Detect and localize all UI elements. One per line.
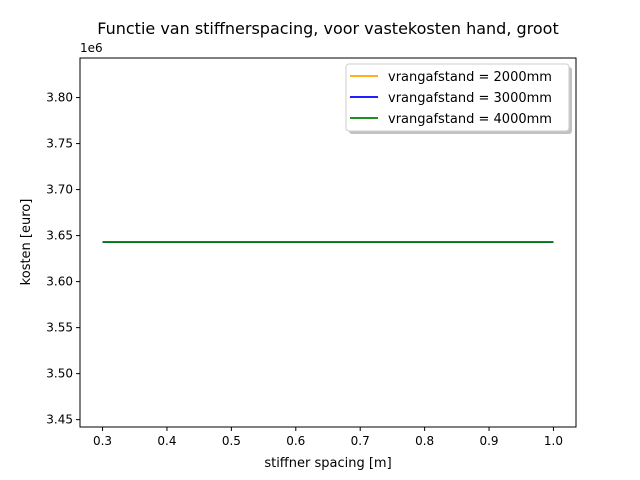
x-axis-ticks: 0.3 0.4 0.5 0.6 0.7 0.8 0.9 1.0 — [93, 427, 563, 448]
chart-title: Functie van stiffnerspacing, voor vastek… — [97, 19, 558, 38]
y-tick-label: 3.55 — [46, 321, 73, 335]
x-tick-label: 0.5 — [222, 434, 241, 448]
x-axis-label: stiffner spacing [m] — [264, 456, 391, 471]
y-tick-label: 3.80 — [46, 91, 73, 105]
legend-label: vrangafstand = 2000mm — [388, 70, 552, 85]
y-tick-label: 3.50 — [46, 367, 73, 381]
plot-area-frame — [79, 57, 577, 428]
x-tick-label: 0.7 — [351, 434, 370, 448]
x-tick-label: 1.0 — [544, 434, 563, 448]
y-axis-ticks: 3.45 3.50 3.55 3.60 3.65 3.70 3.75 3.80 — [46, 91, 80, 427]
x-tick-label: 0.9 — [479, 434, 498, 448]
x-tick-label: 0.8 — [415, 434, 434, 448]
legend: vrangafstand = 2000mm vrangafstand = 3000… — [345, 63, 572, 134]
legend-label: vrangafstand = 3000mm — [388, 91, 552, 106]
y-tick-label: 3.65 — [46, 229, 73, 243]
y-tick-label: 3.70 — [46, 183, 73, 197]
y-axis-multiplier: 1e6 — [80, 41, 103, 55]
legend-box — [345, 63, 570, 132]
x-tick-label: 0.6 — [286, 434, 305, 448]
x-tick-label: 0.3 — [93, 434, 112, 448]
y-tick-label: 3.75 — [46, 137, 73, 151]
legend-label: vrangafstand = 4000mm — [388, 112, 552, 127]
y-tick-label: 3.60 — [46, 275, 73, 289]
y-tick-label: 3.45 — [46, 413, 73, 427]
y-axis-label: kosten [euro] — [19, 199, 34, 286]
x-tick-label: 0.4 — [157, 434, 176, 448]
